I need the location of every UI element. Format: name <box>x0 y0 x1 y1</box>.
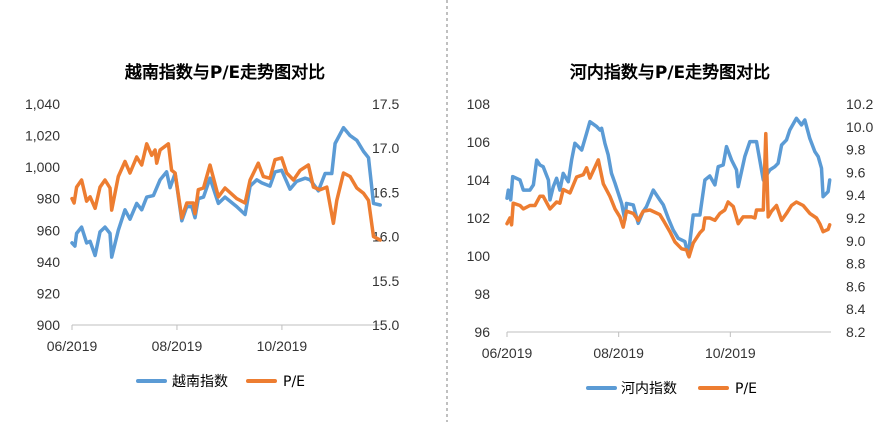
y-right-tick-label: 8.8 <box>846 256 866 272</box>
pe-series-line <box>70 142 382 242</box>
y-right-tick-label: 10.2 <box>846 96 873 112</box>
y-left-tick-label: 108 <box>467 96 491 112</box>
x-tick-label: 08/2019 <box>593 345 644 361</box>
legend-label: 河内指数 <box>621 381 677 397</box>
y-right-tick-label: 8.2 <box>846 324 866 340</box>
y-left-tick-label: 1,020 <box>25 128 60 144</box>
y-right-tick-label: 9.0 <box>846 233 866 249</box>
hanoi-index-chart: 河内指数与P/E走势图对比 06/2019 08/2019 10/2019 96 98 1… <box>467 62 874 397</box>
y-right-tick-label: 9.2 <box>846 210 866 226</box>
y-left-tick-label: 106 <box>467 134 491 150</box>
y-left-tick-label: 104 <box>467 172 491 188</box>
y-left-tick-label: 98 <box>474 286 490 302</box>
y-left-tick-label: 900 <box>37 317 61 333</box>
x-tick-label: 06/2019 <box>482 345 533 361</box>
y-right-tick-label: 8.6 <box>846 278 866 294</box>
y-left-tick-label: 960 <box>37 222 61 238</box>
index-series-line <box>505 116 832 257</box>
chart-title: 河内指数与P/E走势图对比 <box>570 62 770 83</box>
x-tick-label: 08/2019 <box>152 338 203 354</box>
y-left-tick-label: 102 <box>467 210 491 226</box>
y-right-tick-label: 10.0 <box>846 119 873 135</box>
legend-label: 越南指数 <box>172 374 228 390</box>
y-right-tick-label: 17.0 <box>372 140 399 156</box>
y-left-tick-label: 96 <box>474 324 490 340</box>
y-right-tick-label: 15.5 <box>372 273 399 289</box>
y-right-tick-label: 8.4 <box>846 301 866 317</box>
x-tick-label: 10/2019 <box>705 345 756 361</box>
y-right-tick-label: 9.4 <box>846 187 866 203</box>
y-right-tick-label: 15.0 <box>372 317 399 333</box>
legend-label: P/E <box>283 374 305 390</box>
y-right-tick-label: 9.8 <box>846 142 866 158</box>
y-left-tick-label: 100 <box>467 248 491 264</box>
vietnam-index-chart: 越南指数与P/E走势图对比 06/2019 08/2019 10/2019 900 92… <box>25 62 400 390</box>
y-left-tick-label: 1,000 <box>25 159 60 175</box>
y-left-tick-label: 920 <box>37 285 61 301</box>
index-series-line <box>70 125 382 259</box>
y-right-tick-label: 16.5 <box>372 184 399 200</box>
y-right-tick-label: 9.6 <box>846 164 866 180</box>
x-tick-label: 10/2019 <box>257 338 308 354</box>
y-left-tick-label: 980 <box>37 191 61 207</box>
y-left-tick-label: 940 <box>37 254 61 270</box>
y-left-tick-label: 1,040 <box>25 96 60 112</box>
y-right-tick-label: 17.5 <box>372 96 399 112</box>
pe-series-line <box>505 131 832 259</box>
x-tick-label: 06/2019 <box>47 338 98 354</box>
legend-label: P/E <box>735 381 757 397</box>
chart-title: 越南指数与P/E走势图对比 <box>124 62 325 83</box>
